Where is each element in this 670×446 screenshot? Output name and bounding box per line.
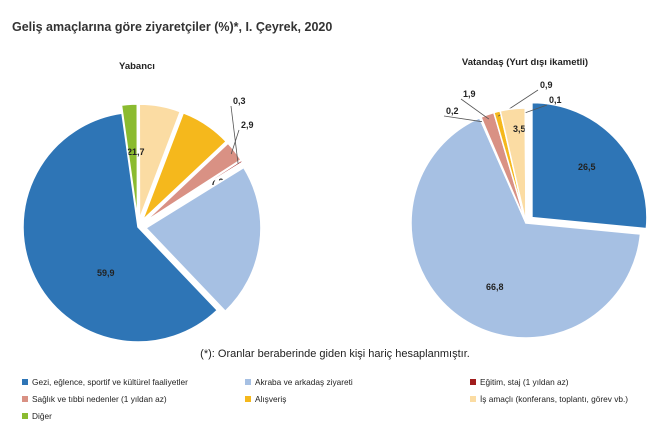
pie-slice-saglik: [143, 142, 242, 223]
legend-label-saglik: Sağlık ve tıbbi nedenler (1 yıldan az): [32, 394, 167, 404]
leader-line-saglik: [460, 98, 490, 120]
data-label-is: 3,5: [513, 124, 526, 134]
pie-slice-gezi: [531, 101, 648, 230]
data-label-egitim: 0,3: [233, 96, 246, 106]
legend-item-is: İş amaçlı (konferans, toplantı, görev vb…: [470, 394, 628, 404]
data-label-saglik: 1,9: [463, 89, 476, 99]
pie-slice-egitim: [144, 159, 244, 224]
data-label-gezi: 26,5: [578, 162, 596, 172]
pie-slice-akraba: [410, 116, 642, 339]
data-label-akraba: 66,8: [486, 282, 504, 292]
legend-swatch-is: [470, 396, 476, 402]
legend-label-egitim: Eğitim, staj (1 yıldan az): [480, 377, 569, 387]
pie-slice-is: [138, 103, 182, 220]
chart-title: Geliş amaçlarına göre ziyaretçiler (%)*,…: [12, 20, 333, 34]
data-label-egitim: 0,2: [446, 106, 459, 116]
legend-swatch-akraba: [245, 379, 251, 385]
data-label-akraba: 21,7: [127, 147, 145, 157]
data-label-alisveris: 0,9: [540, 80, 553, 90]
legend-item-akraba: Akraba ve arkadaş ziyareti: [245, 377, 353, 387]
footnote: (*): Oranlar beraberinde giden kişi hari…: [200, 348, 470, 360]
legend-label-alisveris: Alışveriş: [255, 394, 287, 404]
legend-label-diger: Diğer: [32, 411, 52, 421]
legend-label-is: İş amaçlı (konferans, toplantı, görev vb…: [480, 394, 629, 404]
data-label-alisveris: 7,2: [211, 177, 224, 187]
pie-slice-gezi: [22, 112, 219, 343]
pie-vatandas-title: Vatandaş (Yurt dışı ikametli): [462, 57, 588, 68]
legend-swatch-saglik: [22, 396, 28, 402]
data-label-saglik: 2,9: [241, 120, 254, 130]
legend-swatch-gezi: [22, 379, 28, 385]
pie-yabanci: 2,25,87,22,90,321,759,9: [22, 96, 262, 343]
legend-item-egitim: Eğitim, staj (1 yıldan az): [470, 377, 569, 387]
legend-swatch-diger: [22, 413, 28, 419]
legend-label-akraba: Akraba ve arkadaş ziyareti: [255, 377, 353, 387]
legend-item-diger: Diğer: [22, 411, 52, 421]
pie-slice-alisveris: [141, 111, 228, 221]
leader-line-egitim: [443, 115, 483, 123]
pie-vatandas: 26,5 66,8 0,2 1,9 0,9 3,5 0,1: [410, 80, 648, 339]
legend-item-saglik: Sağlık ve tıbbi nedenler (1 yıldan az): [22, 394, 167, 404]
legend-item-alisveris: Alışveriş: [245, 394, 286, 404]
pie-yabanci-title: Yabancı: [119, 61, 155, 72]
leader-line-diger: [525, 104, 548, 113]
pie-slice-akraba: [144, 166, 262, 313]
legend-swatch-alisveris: [245, 396, 251, 402]
data-label-gezi: 59,9: [97, 268, 115, 278]
leader-line-egitim: [230, 105, 239, 164]
data-label-diger: 0,1: [549, 95, 562, 105]
legend-label-gezi: Gezi, eğlence, sportif ve kültürel faali…: [32, 377, 188, 387]
legend-item-gezi: Gezi, eğlence, sportif ve kültürel faali…: [22, 377, 188, 387]
legend-swatch-egitim: [470, 379, 476, 385]
pie-slice-diger: [524, 107, 527, 224]
